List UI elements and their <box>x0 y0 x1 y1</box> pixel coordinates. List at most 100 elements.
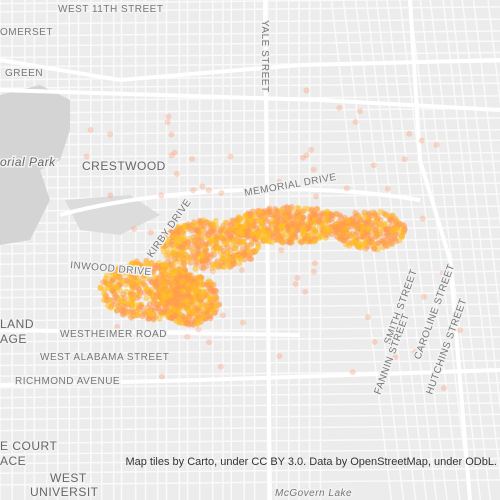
point <box>370 162 377 169</box>
point <box>276 178 283 185</box>
point <box>239 230 246 237</box>
point <box>145 315 152 322</box>
street <box>0 479 500 486</box>
point <box>356 108 363 115</box>
point <box>172 289 179 296</box>
point <box>207 284 214 291</box>
point <box>261 233 268 240</box>
point <box>139 313 146 320</box>
street <box>0 303 500 310</box>
point <box>372 222 379 229</box>
point <box>178 252 185 259</box>
point <box>368 239 375 246</box>
point <box>121 295 128 302</box>
point <box>184 286 191 293</box>
point <box>365 219 372 226</box>
point <box>389 212 396 219</box>
point <box>382 232 389 239</box>
point <box>147 229 154 236</box>
point <box>170 245 177 252</box>
point <box>107 131 114 138</box>
point <box>262 209 269 216</box>
point <box>265 229 272 236</box>
point <box>198 223 205 230</box>
point <box>184 319 191 326</box>
point <box>354 243 361 250</box>
street <box>409 0 471 500</box>
point <box>226 256 233 263</box>
point <box>249 231 256 238</box>
point <box>191 239 198 246</box>
point <box>306 222 313 229</box>
point <box>388 235 395 242</box>
point <box>173 170 180 177</box>
point <box>412 348 419 355</box>
point <box>119 278 126 285</box>
point <box>87 126 94 133</box>
point <box>179 235 186 242</box>
point <box>343 185 350 192</box>
point <box>186 313 193 320</box>
point <box>379 237 386 244</box>
point <box>381 220 388 227</box>
point <box>302 288 309 295</box>
point <box>125 311 132 318</box>
point <box>172 278 179 285</box>
street <box>0 182 500 189</box>
point <box>142 285 149 292</box>
point <box>125 304 132 311</box>
point <box>262 216 269 223</box>
point <box>365 239 372 246</box>
point <box>121 303 128 310</box>
point <box>166 280 173 287</box>
point <box>83 153 90 160</box>
point <box>288 204 295 211</box>
street-label: YALE STREET <box>259 20 270 93</box>
point <box>153 283 160 290</box>
point <box>247 217 254 224</box>
point <box>137 302 144 309</box>
point <box>181 223 188 230</box>
point <box>128 291 135 298</box>
point <box>116 267 123 274</box>
point <box>200 306 207 313</box>
park <box>0 85 70 245</box>
point <box>236 260 243 267</box>
point <box>184 273 191 280</box>
point <box>352 119 359 126</box>
point <box>307 238 314 245</box>
point <box>255 243 262 250</box>
point <box>157 272 164 279</box>
point <box>266 238 273 245</box>
point <box>272 205 279 212</box>
point <box>115 303 122 310</box>
point <box>371 338 378 345</box>
point <box>158 192 165 199</box>
point <box>182 266 189 273</box>
point <box>100 290 107 297</box>
point <box>338 223 345 230</box>
point <box>278 207 285 214</box>
point <box>158 243 165 250</box>
point <box>113 273 120 280</box>
point <box>188 278 195 285</box>
point <box>144 304 151 311</box>
point <box>289 232 296 239</box>
street <box>375 0 438 500</box>
point <box>258 213 265 220</box>
point <box>189 247 196 254</box>
point <box>160 293 167 300</box>
point <box>190 221 197 228</box>
street <box>0 467 500 475</box>
point <box>310 166 317 173</box>
point <box>212 261 219 268</box>
point <box>161 308 168 315</box>
point <box>242 222 249 229</box>
point <box>163 252 170 259</box>
point <box>359 233 366 240</box>
point <box>203 252 210 259</box>
point <box>339 231 346 238</box>
point-cluster <box>83 87 463 392</box>
point <box>193 227 200 234</box>
